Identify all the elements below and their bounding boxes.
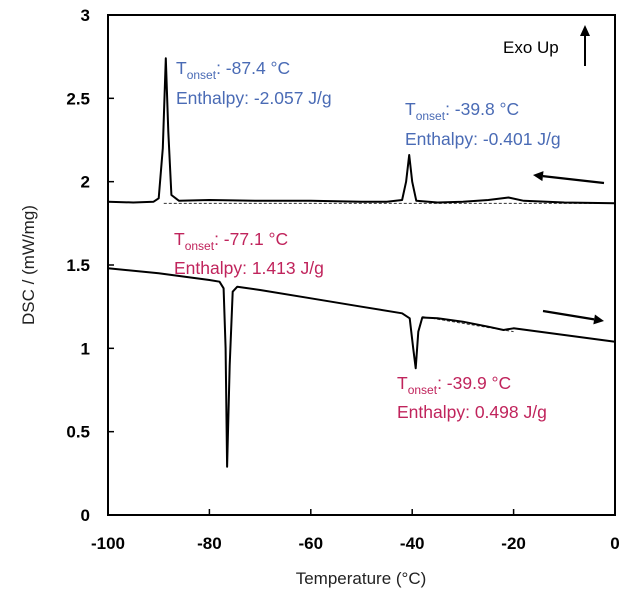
svg-text:Enthalpy: 0.498 J/g: Enthalpy: 0.498 J/g [397, 402, 547, 422]
annotation-heating-peak-2: Tonset: -39.9 °C Enthalpy: 0.498 J/g [397, 373, 547, 422]
svg-text:Tonset: -77.1 °C: Tonset: -77.1 °C [174, 229, 288, 253]
y-tick-label: 0 [81, 506, 90, 525]
x-tick-label: -20 [501, 534, 526, 553]
arrow-left-icon [533, 171, 544, 182]
annotation-cooling-peak-1: Tonset: -87.4 °C Enthalpy: -2.057 J/g [176, 58, 332, 108]
series-lines [107, 57, 616, 468]
svg-text:Tonset: -87.4 °C: Tonset: -87.4 °C [176, 58, 290, 82]
svg-text:Tonset: -39.9 °C: Tonset: -39.9 °C [397, 373, 511, 397]
svg-text:Tonset: -39.8 °C: Tonset: -39.8 °C [405, 99, 519, 123]
y-axis-ticks: 0 0.5 1 1.5 2 2.5 3 [66, 6, 114, 525]
scan-arrows [533, 171, 605, 325]
dsc-heating-curve [107, 267, 616, 468]
arrow-left-line [542, 175, 605, 185]
y-tick-label: 2.5 [66, 89, 90, 108]
y-tick-label: 1 [81, 339, 90, 358]
y-tick-label: 3 [81, 6, 90, 25]
y-axis-label: DSC / (mW/mg) [19, 205, 38, 325]
y-tick-label: 1.5 [66, 256, 90, 275]
x-tick-label: -80 [197, 534, 222, 553]
x-tick-label: -60 [299, 534, 324, 553]
annotation-cooling-peak-2: Tonset: -39.8 °C Enthalpy: -0.401 J/g [405, 99, 561, 149]
annotation-heating-peak-1: Tonset: -77.1 °C Enthalpy: 1.413 J/g [174, 229, 324, 278]
x-tick-label: 0 [610, 534, 619, 553]
x-tick-label: -40 [400, 534, 425, 553]
exo-up-arrow-icon [580, 25, 590, 66]
x-axis-ticks: -100 -80 -60 -40 -20 0 [91, 509, 620, 553]
arrow-right-line [542, 309, 595, 321]
svg-text:Enthalpy: -2.057 J/g: Enthalpy: -2.057 J/g [176, 88, 332, 108]
svg-text:Enthalpy: -0.401 J/g: Enthalpy: -0.401 J/g [405, 129, 561, 149]
dsc-cooling-curve [107, 57, 616, 205]
svg-text:Enthalpy: 1.413 J/g: Enthalpy: 1.413 J/g [174, 258, 324, 278]
x-tick-label: -100 [91, 534, 125, 553]
y-tick-label: 0.5 [66, 423, 90, 442]
arrow-right-icon [593, 314, 604, 325]
x-axis-label: Temperature (°C) [296, 569, 427, 588]
exo-up-label: Exo Up [503, 38, 559, 57]
y-tick-label: 2 [81, 173, 90, 192]
